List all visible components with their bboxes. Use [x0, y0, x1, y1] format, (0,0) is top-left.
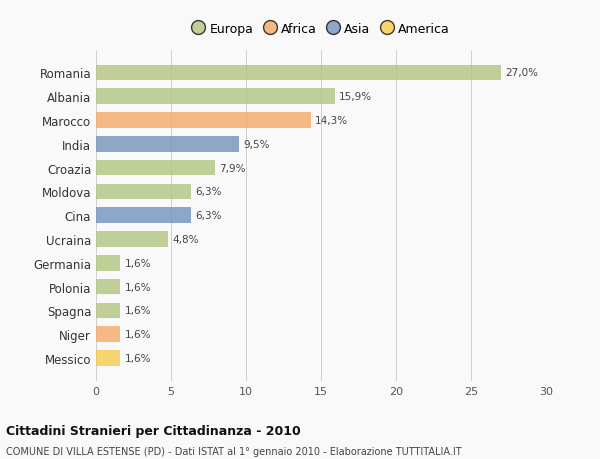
Bar — [96, 137, 239, 152]
Bar — [96, 161, 215, 176]
Text: 6,3%: 6,3% — [195, 187, 221, 197]
Text: 14,3%: 14,3% — [315, 116, 348, 126]
Text: 9,5%: 9,5% — [243, 140, 269, 150]
Text: 6,3%: 6,3% — [195, 211, 221, 221]
Text: 1,6%: 1,6% — [125, 306, 151, 316]
Bar — [96, 232, 168, 247]
Bar — [96, 66, 501, 81]
Bar — [96, 303, 120, 319]
Bar — [96, 89, 335, 105]
Text: Cittadini Stranieri per Cittadinanza - 2010: Cittadini Stranieri per Cittadinanza - 2… — [6, 425, 301, 437]
Text: 27,0%: 27,0% — [505, 68, 539, 78]
Text: 1,6%: 1,6% — [125, 282, 151, 292]
Bar — [96, 113, 311, 129]
Text: 4,8%: 4,8% — [173, 235, 199, 245]
Bar — [96, 208, 191, 224]
Bar — [96, 279, 120, 295]
Text: COMUNE DI VILLA ESTENSE (PD) - Dati ISTAT al 1° gennaio 2010 - Elaborazione TUTT: COMUNE DI VILLA ESTENSE (PD) - Dati ISTA… — [6, 446, 461, 456]
Bar — [96, 256, 120, 271]
Legend: Europa, Africa, Asia, America: Europa, Africa, Asia, America — [190, 20, 452, 39]
Text: 15,9%: 15,9% — [339, 92, 372, 102]
Text: 7,9%: 7,9% — [219, 163, 245, 173]
Text: 1,6%: 1,6% — [125, 353, 151, 363]
Text: 1,6%: 1,6% — [125, 258, 151, 268]
Bar — [96, 351, 120, 366]
Bar — [96, 327, 120, 342]
Bar — [96, 184, 191, 200]
Text: 1,6%: 1,6% — [125, 330, 151, 340]
